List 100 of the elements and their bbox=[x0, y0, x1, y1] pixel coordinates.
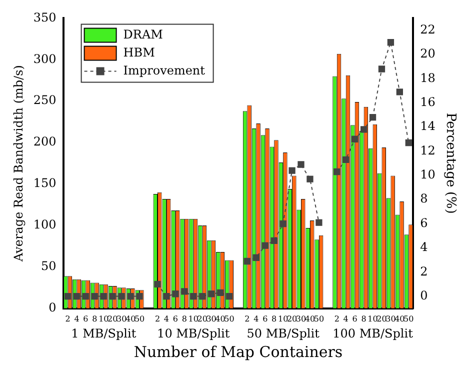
y2-tick-label: 4 bbox=[420, 240, 428, 254]
point bbox=[118, 292, 125, 300]
y-tick-label: 350 bbox=[33, 10, 56, 24]
point bbox=[334, 168, 340, 176]
point bbox=[216, 289, 224, 296]
legend-label: Improvement bbox=[123, 63, 206, 78]
x-tick-label: 20 bbox=[197, 314, 208, 324]
point bbox=[127, 292, 134, 300]
y2-tick-label: 0 bbox=[420, 288, 428, 302]
point bbox=[352, 136, 358, 142]
x-tick-label: 8 bbox=[92, 314, 98, 324]
y2-tick-label: 16 bbox=[420, 94, 436, 109]
point bbox=[306, 176, 314, 182]
y2-tick-label: 22 bbox=[420, 22, 436, 36]
point bbox=[154, 280, 161, 288]
point bbox=[181, 288, 188, 295]
point bbox=[136, 292, 143, 300]
point bbox=[369, 114, 376, 121]
point bbox=[387, 39, 394, 46]
point bbox=[64, 292, 72, 300]
point bbox=[190, 292, 197, 300]
y2-tick-label: 10 bbox=[420, 168, 436, 182]
x-tick-label: 8 bbox=[272, 314, 277, 324]
y-tick-label: 0 bbox=[48, 300, 56, 315]
point bbox=[226, 292, 233, 300]
x-tick-label: 30 bbox=[296, 314, 306, 324]
point bbox=[82, 292, 90, 300]
x-tick-label: 10 bbox=[98, 314, 109, 324]
point bbox=[163, 292, 170, 300]
point bbox=[172, 290, 179, 298]
point bbox=[396, 88, 404, 96]
x-tick-label: 8 bbox=[361, 314, 366, 324]
point bbox=[244, 258, 251, 265]
text: 50 MB/Split bbox=[246, 326, 320, 341]
x-tick-label: 30 bbox=[206, 314, 216, 324]
x-tick-label: 10 bbox=[368, 314, 378, 324]
y2-axis-title: Percentage (%) bbox=[442, 112, 458, 214]
x-tick-label: 20 bbox=[286, 314, 298, 324]
x-tick-label: 4 bbox=[254, 314, 259, 324]
x-tick-label: 30 bbox=[386, 314, 396, 324]
x-tick-label: 50 bbox=[404, 314, 414, 324]
point bbox=[100, 292, 107, 300]
y-tick-label: 50 bbox=[41, 259, 56, 274]
x-tick-label: 20 bbox=[376, 314, 387, 324]
x-tick-label: 20 bbox=[108, 314, 118, 324]
point bbox=[262, 242, 268, 249]
x-tick-label: 50 bbox=[224, 314, 234, 324]
y-tick-label: 300 bbox=[33, 52, 56, 66]
x-tick-label: 4 bbox=[74, 314, 80, 324]
x-tick-label: 6 bbox=[172, 314, 178, 324]
point bbox=[280, 220, 286, 228]
x-tick-label: 2 bbox=[244, 314, 250, 324]
x-tick-label: 2 bbox=[334, 314, 340, 324]
point bbox=[91, 292, 98, 300]
point bbox=[199, 292, 206, 300]
point bbox=[109, 292, 116, 300]
x-tick-label: 6 bbox=[262, 314, 268, 324]
point bbox=[252, 254, 260, 261]
x-tick-label: 8 bbox=[182, 314, 187, 324]
x-tick-label: 30 bbox=[116, 314, 127, 324]
y-tick-label: 100 bbox=[33, 218, 56, 232]
y2-tick-label: 2 bbox=[420, 264, 428, 278]
legend-label: HBM bbox=[123, 45, 155, 60]
x-tick-label: 6 bbox=[352, 314, 358, 324]
y2-tick-label: 20 bbox=[420, 46, 436, 61]
x-tick-label: 2 bbox=[65, 314, 70, 324]
point bbox=[208, 290, 215, 298]
text: 10 MB/Split bbox=[157, 326, 230, 341]
x-tick-label: 40 bbox=[215, 314, 226, 324]
text: 100 MB/Split bbox=[332, 326, 414, 341]
y-tick-label: 150 bbox=[33, 176, 56, 190]
point bbox=[342, 156, 350, 163]
point bbox=[378, 66, 386, 72]
y-tick-label: 200 bbox=[33, 134, 56, 149]
x-tick-label: 10 bbox=[278, 314, 288, 324]
x-tick-label: 4 bbox=[343, 314, 348, 324]
point bbox=[270, 237, 278, 244]
point bbox=[405, 139, 412, 146]
x-tick-label: 40 bbox=[125, 314, 136, 324]
y2-tick-label: 14 bbox=[420, 119, 436, 134]
point bbox=[73, 292, 80, 300]
y2-tick-label: 8 bbox=[420, 192, 428, 206]
y-tick-label: 250 bbox=[33, 93, 56, 108]
x-tick-label: 50 bbox=[134, 314, 145, 324]
point bbox=[316, 219, 322, 226]
x-tick-label: 40 bbox=[304, 314, 316, 324]
x-axis-title: Number of Map Containers bbox=[134, 342, 343, 361]
legend-label: DRAM bbox=[123, 27, 163, 42]
x-tick-label: 50 bbox=[314, 314, 324, 324]
y2-tick-label: 6 bbox=[420, 216, 428, 230]
point bbox=[360, 126, 368, 133]
y2-tick-label: 18 bbox=[420, 70, 436, 85]
text: 1 MB/Split bbox=[71, 326, 136, 341]
y2-tick-label: 12 bbox=[420, 143, 436, 158]
x-tick-label: 2 bbox=[154, 314, 160, 324]
x-tick-label: 10 bbox=[188, 314, 198, 324]
x-tick-label: 4 bbox=[164, 314, 170, 324]
y-axis-title: Average Read Bandwidth (mb/s) bbox=[11, 65, 26, 263]
point bbox=[298, 161, 304, 168]
x-tick-label: 40 bbox=[394, 314, 405, 324]
